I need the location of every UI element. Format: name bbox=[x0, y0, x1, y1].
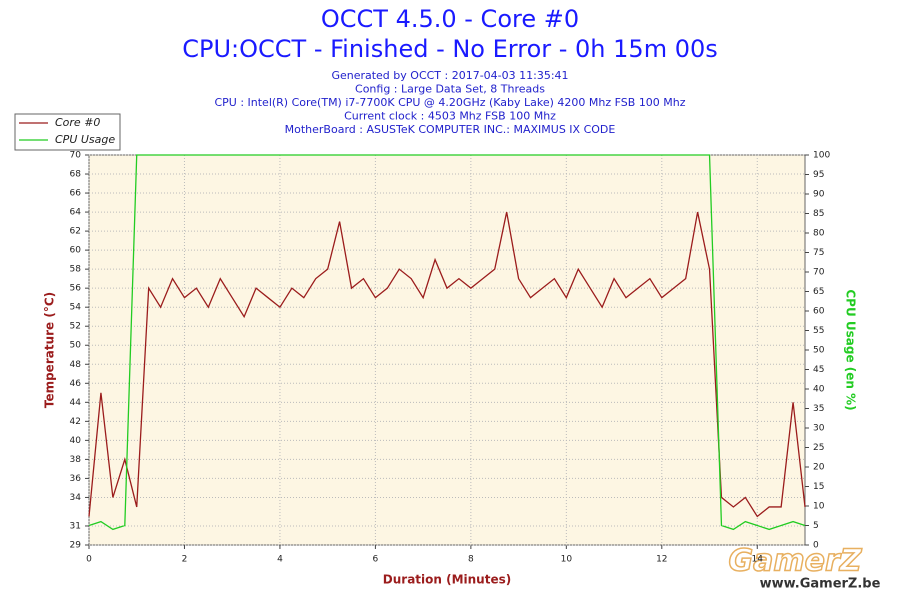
y2-tick-label: 5 bbox=[813, 521, 819, 531]
series-line bbox=[88, 154, 806, 531]
y-tick-label: 31 bbox=[70, 521, 81, 531]
y-tick-label: 50 bbox=[70, 341, 82, 351]
x-tick-label: 4 bbox=[277, 555, 283, 565]
y2-tick-label: 40 bbox=[813, 385, 825, 395]
info-line: CPU : Intel(R) Core(TM) i7-7700K CPU @ 4… bbox=[214, 96, 685, 109]
y-tick-label: 70 bbox=[70, 151, 82, 161]
plot-area bbox=[88, 154, 806, 546]
x-tick-label: 0 bbox=[86, 555, 92, 565]
y-tick-label: 54 bbox=[70, 303, 82, 313]
x-tick-label: 14 bbox=[752, 555, 764, 565]
y2-tick-label: 55 bbox=[813, 326, 824, 336]
watermark: GamerZ bbox=[728, 544, 862, 579]
info-line: MotherBoard : ASUSTeK COMPUTER INC.: MAX… bbox=[285, 123, 616, 136]
y-tick-label: 46 bbox=[70, 379, 82, 389]
y-tick-label: 48 bbox=[70, 360, 82, 370]
y2-tick-label: 60 bbox=[813, 307, 825, 317]
y-tick-label: 42 bbox=[70, 417, 81, 427]
info-line: Generated by OCCT : 2017-04-03 11:35:41 bbox=[331, 69, 568, 82]
y2-tick-label: 75 bbox=[813, 248, 824, 258]
x-axis-label: Duration (Minutes) bbox=[383, 573, 511, 587]
y2-tick-label: 95 bbox=[813, 170, 824, 180]
info-line: Current clock : 4503 Mhz FSB 100 Mhz bbox=[344, 110, 556, 123]
y-tick-label: 29 bbox=[70, 541, 82, 551]
y-tick-label: 38 bbox=[70, 455, 82, 465]
x-tick-label: 8 bbox=[468, 555, 474, 565]
legend-label: CPU Usage bbox=[55, 133, 115, 146]
y2-tick-label: 30 bbox=[813, 424, 825, 434]
y2-tick-label: 15 bbox=[813, 482, 824, 492]
watermark-url: www.GamerZ.be bbox=[760, 577, 881, 592]
legend bbox=[14, 113, 121, 151]
y-tick-label: 44 bbox=[70, 398, 82, 408]
y2-tick-label: 45 bbox=[813, 365, 824, 375]
y-tick-label: 34 bbox=[70, 493, 82, 503]
y2-tick-label: 50 bbox=[813, 346, 825, 356]
y2-tick-label: 20 bbox=[813, 463, 825, 473]
x-tick-label: 10 bbox=[561, 555, 573, 565]
y-tick-label: 66 bbox=[70, 189, 82, 199]
x-tick-label: 6 bbox=[373, 555, 379, 565]
y2-tick-label: 10 bbox=[813, 502, 825, 512]
info-line: Config : Large Data Set, 8 Threads bbox=[355, 83, 545, 96]
chart-subtitle: CPU:OCCT - Finished - No Error - 0h 15m … bbox=[182, 35, 718, 63]
y-tick-label: 36 bbox=[70, 474, 82, 484]
legend-label: Core #0 bbox=[55, 116, 100, 129]
series-line bbox=[88, 211, 806, 518]
y2-tick-label: 35 bbox=[813, 404, 824, 414]
y-tick-label: 56 bbox=[70, 284, 82, 294]
x-tick-label: 12 bbox=[656, 555, 667, 565]
y2-tick-label: 90 bbox=[813, 190, 825, 200]
y2-tick-label: 0 bbox=[813, 541, 819, 551]
y-tick-label: 58 bbox=[70, 265, 82, 275]
y2-axis-label: CPU Usage (en %) bbox=[844, 289, 858, 410]
y2-tick-label: 85 bbox=[813, 209, 824, 219]
chart-title: OCCT 4.5.0 - Core #0 bbox=[321, 5, 579, 33]
x-tick-label: 2 bbox=[182, 555, 188, 565]
y-axis-label: Temperature (°C) bbox=[43, 292, 57, 408]
y2-tick-label: 25 bbox=[813, 443, 824, 453]
y2-tick-label: 80 bbox=[813, 229, 825, 239]
y-tick-label: 64 bbox=[70, 208, 82, 218]
y-tick-label: 40 bbox=[70, 436, 82, 446]
y2-tick-label: 70 bbox=[813, 268, 825, 278]
y-tick-label: 52 bbox=[70, 322, 81, 332]
y-tick-label: 68 bbox=[70, 170, 82, 180]
y-tick-label: 62 bbox=[70, 227, 81, 237]
y2-tick-label: 100 bbox=[813, 151, 830, 161]
y-tick-label: 60 bbox=[70, 246, 82, 256]
y2-tick-label: 65 bbox=[813, 287, 824, 297]
